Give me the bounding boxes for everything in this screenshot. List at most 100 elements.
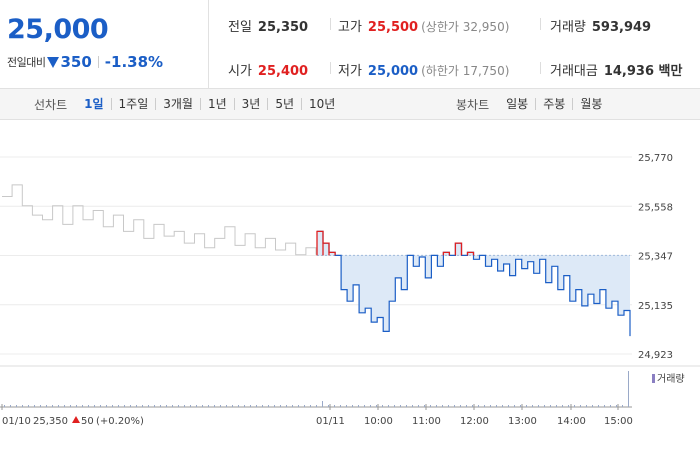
tab-weekly[interactable]: 주봉	[536, 98, 574, 110]
upper-limit: (상한가 32,950)	[421, 20, 510, 34]
intraday-chart: 25,770 25,558 25,347 25,135 24,923 거래량 01/10…	[0, 153, 700, 427]
tab-1year[interactable]: 1년	[201, 98, 235, 110]
volume-bar	[22, 405, 23, 407]
volume-bar	[52, 405, 53, 407]
volume-bar	[190, 405, 191, 407]
volume-legend: 거래량	[657, 373, 685, 385]
volume-bar	[358, 405, 359, 407]
volume-bar	[304, 405, 305, 407]
volume-bar	[520, 405, 521, 407]
volume-bar	[352, 405, 353, 407]
stat-value: 25,000	[367, 64, 419, 79]
stat-amount: 거래대금 14,936 백만	[550, 60, 682, 79]
volume-bar	[274, 405, 275, 407]
tab-1week[interactable]: 1주일	[112, 98, 157, 110]
volume-bar	[58, 405, 59, 407]
volume-bar	[10, 405, 11, 407]
volume-bar	[262, 405, 263, 407]
volume-bar	[34, 405, 35, 407]
volume-bar	[286, 405, 287, 407]
volume-bar	[178, 405, 179, 407]
volume-bar	[604, 405, 605, 407]
volume-bar	[484, 405, 485, 407]
tab-monthly[interactable]: 월봉	[580, 97, 603, 111]
volume-bar	[310, 405, 311, 407]
stat-volume: 거래량 593,949	[550, 16, 651, 35]
volume-bar	[136, 405, 137, 407]
volume-bar	[466, 405, 467, 407]
volume-bar	[226, 405, 227, 407]
volume-bar	[514, 405, 515, 407]
prev-day-line	[2, 184, 317, 256]
change-value: 350	[60, 53, 92, 71]
volume-bar	[64, 405, 65, 407]
volume-bar	[208, 405, 209, 407]
volume-bar	[202, 405, 203, 407]
x-tick-label: 12:00	[460, 416, 489, 427]
volume-bar	[538, 405, 539, 407]
volume-bar	[562, 405, 563, 407]
volume-bar	[610, 405, 611, 407]
volume-bar	[328, 405, 329, 407]
tab-3year[interactable]: 3년	[235, 98, 269, 110]
stat-prev-close: 전일 25,350	[228, 16, 308, 35]
change-label: 전일대비	[7, 56, 46, 69]
today-line	[317, 230, 631, 337]
volume-bars	[4, 371, 629, 407]
volume-bar	[526, 405, 527, 407]
x-tick-label: 15:00	[604, 416, 633, 427]
volume-bar	[256, 405, 257, 407]
volume-bar	[454, 405, 455, 407]
stat-value: 25,400	[257, 64, 309, 79]
change-percent: -1.38%	[104, 53, 164, 71]
volume-bar	[76, 405, 77, 407]
volume-bar	[118, 405, 119, 407]
stat-value: 25,500	[367, 20, 419, 35]
candle-chart-label: 봉차트	[456, 97, 490, 112]
stats-panel: 전일 25,350 고가 25,500 (상한가 32,950) 거래량 593…	[210, 0, 700, 88]
volume-bar	[460, 405, 461, 407]
volume-bar	[568, 405, 569, 407]
volume-bar	[292, 405, 293, 407]
volume-bar	[154, 405, 155, 407]
tab-daily[interactable]: 일봉	[499, 98, 537, 110]
y-tick-label: 25,135	[638, 301, 673, 312]
volume-bar	[124, 405, 125, 407]
tab-10year[interactable]: 10년	[309, 97, 336, 111]
caption-up-triangle-icon	[72, 416, 80, 423]
volume-bar	[574, 405, 575, 407]
line-chart-label: 선차트	[34, 97, 68, 112]
volume-bar	[448, 405, 449, 407]
volume-bar	[592, 405, 593, 407]
volume-bar	[508, 405, 509, 407]
stat-label: 고가	[338, 20, 362, 35]
stat-value: 593,949	[591, 20, 652, 35]
tab-3month[interactable]: 3개월	[156, 98, 201, 110]
stat-high: 고가 25,500 (상한가 32,950)	[338, 16, 509, 35]
x-tick-label: 01/10	[2, 416, 31, 427]
volume-bar	[106, 405, 107, 407]
volume-bar	[100, 405, 101, 407]
divider	[540, 62, 541, 74]
stat-label: 시가	[228, 64, 252, 79]
tab-5year[interactable]: 5년	[268, 98, 303, 110]
volume-bar	[340, 405, 341, 407]
gridlines	[0, 156, 632, 355]
y-tick-label: 25,558	[638, 202, 673, 213]
volume-bar	[550, 405, 551, 407]
volume-bar	[394, 405, 395, 407]
stat-label: 저가	[338, 64, 362, 79]
volume-bar	[142, 405, 143, 407]
volume-bar	[40, 405, 41, 407]
lower-limit: (하한가 17,750)	[421, 64, 510, 78]
volume-bar	[238, 405, 239, 407]
volume-bar	[160, 405, 161, 407]
divider	[330, 62, 331, 74]
volume-bar	[196, 405, 197, 407]
stat-label: 거래대금	[550, 64, 598, 79]
volume-bar	[316, 405, 317, 407]
volume-bar	[172, 405, 173, 407]
divider	[540, 18, 541, 30]
tab-1day[interactable]: 1일	[77, 98, 112, 110]
x-tick-label: 11:00	[412, 416, 441, 427]
